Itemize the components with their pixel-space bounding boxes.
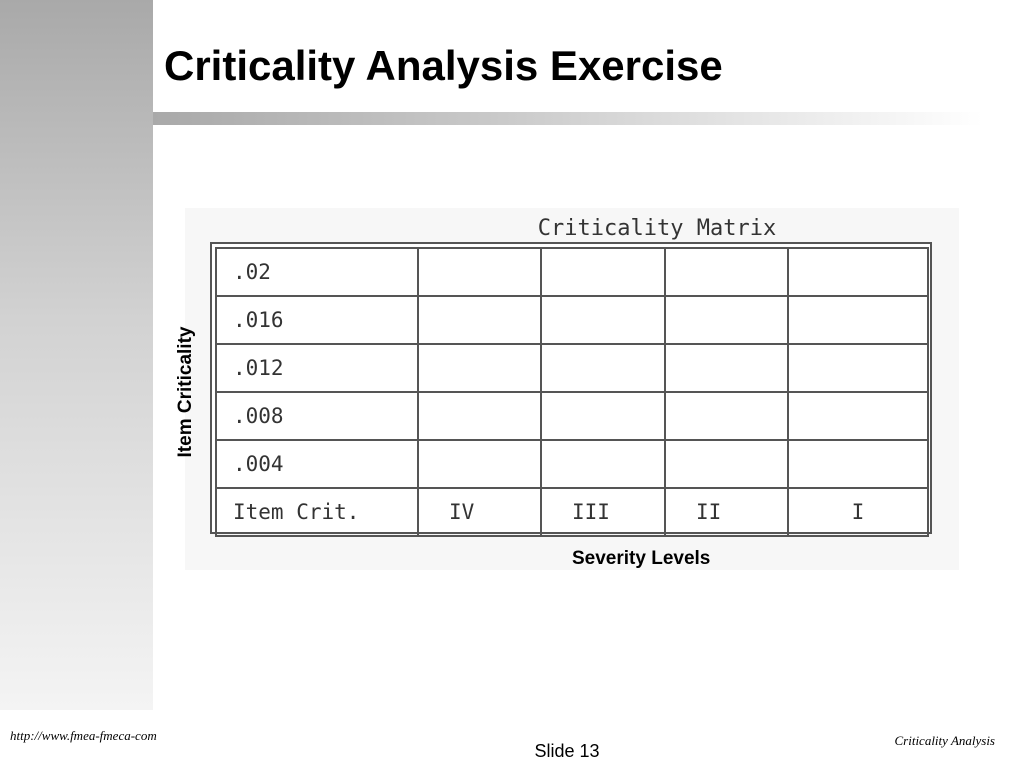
row-label: .012 bbox=[215, 343, 419, 393]
slide-number: Slide 13 bbox=[534, 741, 600, 761]
matrix-title: Criticality Matrix bbox=[537, 216, 777, 241]
matrix-cell bbox=[417, 247, 542, 297]
matrix-cell bbox=[787, 247, 929, 297]
matrix-footer-row: Item Crit. IV III II I bbox=[215, 487, 929, 537]
footer-url: http://www.fmea-fmeca-com bbox=[10, 728, 157, 743]
matrix-cell bbox=[540, 439, 666, 489]
row-label: .02 bbox=[215, 247, 419, 297]
severity-level-i: I bbox=[787, 487, 929, 537]
matrix-cell bbox=[540, 295, 666, 345]
matrix-cell bbox=[787, 439, 929, 489]
matrix-cell bbox=[417, 439, 542, 489]
criticality-matrix-panel: Criticality Matrix .02 .016 .012 bbox=[185, 208, 959, 570]
severity-level-ii: II bbox=[664, 487, 789, 537]
title-divider bbox=[153, 112, 983, 125]
footer-label: Item Crit. bbox=[215, 487, 419, 537]
y-axis-label: Item Criticality bbox=[175, 326, 196, 458]
matrix-row: .004 bbox=[215, 439, 929, 489]
matrix-cell bbox=[664, 439, 789, 489]
matrix-row: .008 bbox=[215, 391, 929, 441]
matrix-cell bbox=[787, 343, 929, 393]
matrix-cell bbox=[664, 343, 789, 393]
criticality-matrix-table: .02 .016 .012 .008 bbox=[215, 247, 929, 537]
x-axis-label: Severity Levels bbox=[572, 548, 711, 569]
matrix-row: .02 bbox=[215, 247, 929, 297]
matrix-cell bbox=[664, 391, 789, 441]
matrix-frame: .02 .016 .012 .008 bbox=[210, 242, 932, 537]
row-label: .004 bbox=[215, 439, 419, 489]
slide-title: Criticality Analysis Exercise bbox=[164, 42, 723, 89]
matrix-cell bbox=[664, 295, 789, 345]
matrix-cell bbox=[417, 391, 542, 441]
matrix-cell bbox=[787, 391, 929, 441]
severity-level-iii: III bbox=[540, 487, 666, 537]
matrix-cell bbox=[540, 391, 666, 441]
left-gradient-bar bbox=[0, 0, 153, 710]
matrix-cell bbox=[787, 295, 929, 345]
matrix-cell bbox=[417, 343, 542, 393]
row-label: .008 bbox=[215, 391, 419, 441]
matrix-row: .012 bbox=[215, 343, 929, 393]
matrix-cell bbox=[540, 343, 666, 393]
matrix-cell bbox=[417, 295, 542, 345]
matrix-cell bbox=[664, 247, 789, 297]
footer-topic: Criticality Analysis bbox=[894, 733, 995, 748]
row-label: .016 bbox=[215, 295, 419, 345]
matrix-row: .016 bbox=[215, 295, 929, 345]
severity-level-iv: IV bbox=[417, 487, 542, 537]
matrix-cell bbox=[540, 247, 666, 297]
